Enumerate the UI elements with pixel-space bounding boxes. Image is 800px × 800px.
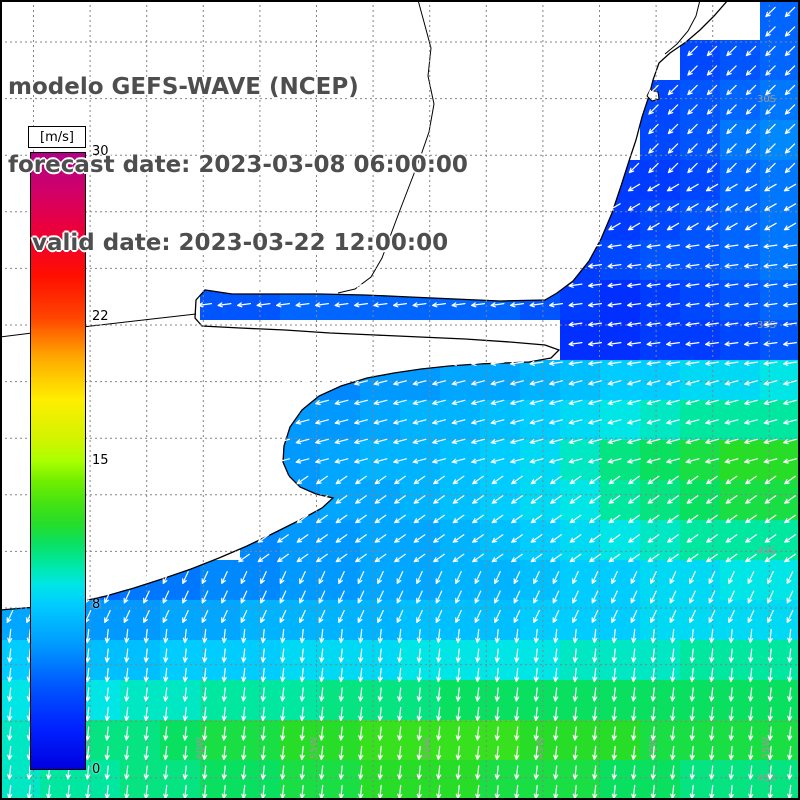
svg-text:30S: 30S: [757, 94, 776, 105]
svg-text:40S: 40S: [757, 546, 776, 557]
colorbar-gradient: [30, 152, 86, 770]
wave-direction-arrows: [6, 6, 797, 800]
forecast-date: forecast date: 2023-03-08 06:00:00: [8, 152, 468, 178]
svg-text:55W: 55W: [309, 737, 320, 760]
colorbar-tick-8: 8: [92, 597, 101, 613]
colorbar-tick-30: 30: [92, 144, 109, 159]
svg-text:45W: 45W: [535, 737, 546, 760]
colorbar-tick-22: 22: [92, 308, 109, 324]
svg-text:35W: 35W: [761, 737, 772, 760]
colorbar-unit-label: [m/s]: [28, 126, 86, 148]
title-block: modelo GEFS-WAVE (NCEP) forecast date: 2…: [8, 22, 468, 308]
valid-date: valid date: 2023-03-22 12:00:00: [8, 230, 449, 256]
svg-text:60W: 60W: [195, 737, 206, 760]
river-uruguay-line: [337, 0, 435, 294]
svg-text:45S: 45S: [757, 773, 776, 784]
coastal-lagoon-line: [664, 0, 701, 55]
svg-text:65W: 65W: [82, 737, 93, 760]
colorbar-tick-0: 0: [92, 762, 101, 777]
colorbar-tick-15: 15: [92, 453, 109, 468]
svg-text:50W: 50W: [422, 737, 433, 760]
model-title: modelo GEFS-WAVE (NCEP): [8, 74, 359, 100]
